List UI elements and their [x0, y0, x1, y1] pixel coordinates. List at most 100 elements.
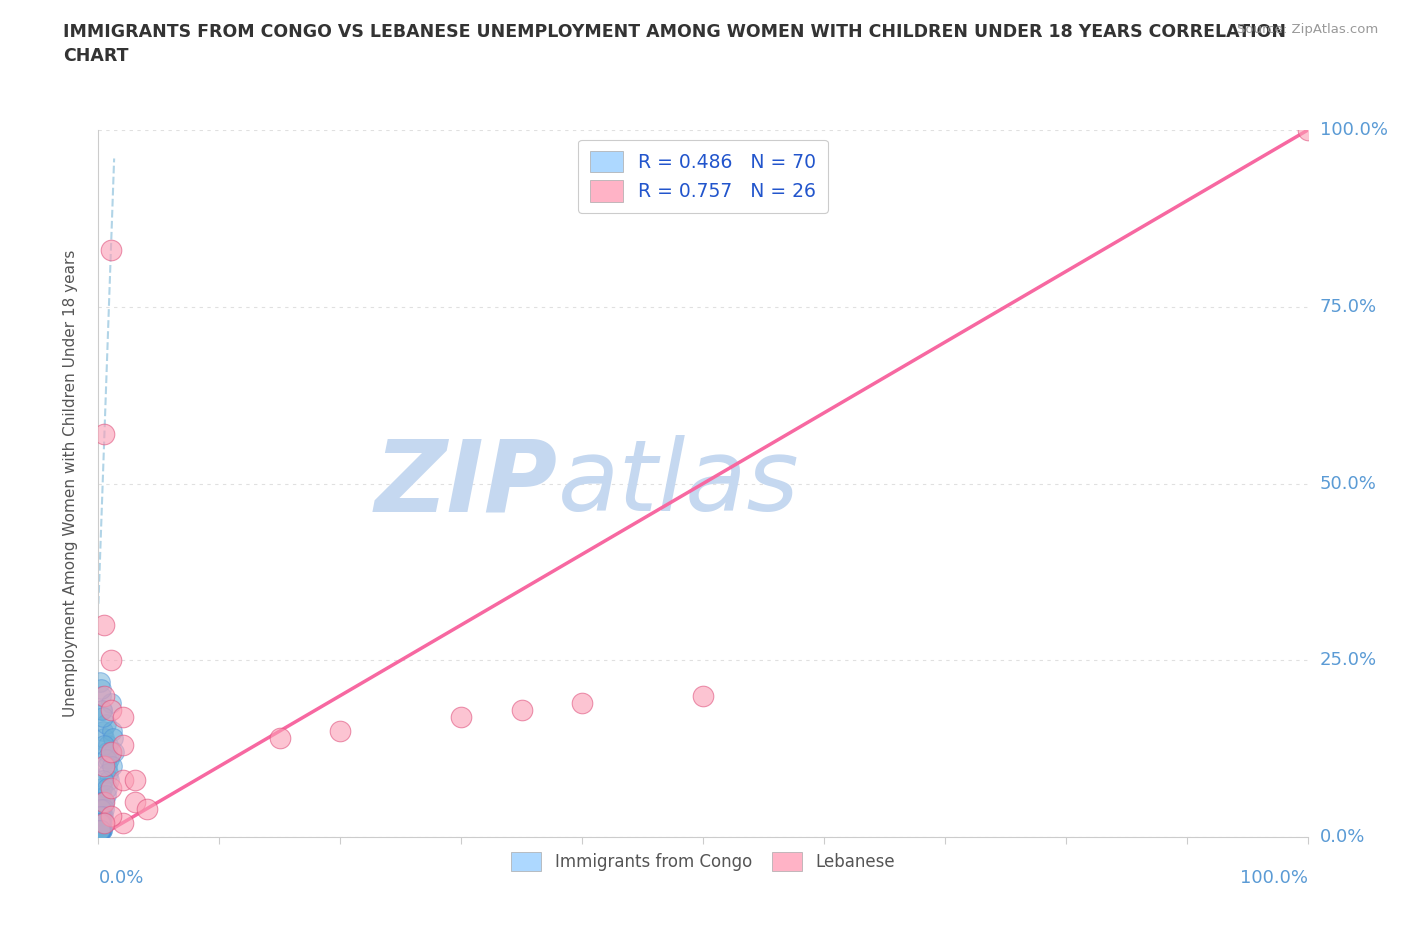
Point: [89, 822, 111, 837]
Point: [93, 794, 115, 809]
Point: [94, 751, 117, 766]
Point: [93, 688, 115, 703]
Point: [97, 766, 120, 781]
Point: [89, 822, 111, 837]
Point: [111, 710, 134, 724]
Point: [91, 802, 114, 817]
Point: [100, 780, 122, 795]
Point: [100, 724, 122, 738]
Point: [89, 816, 111, 830]
Text: Source: ZipAtlas.com: Source: ZipAtlas.com: [1237, 23, 1378, 36]
Point: [269, 731, 291, 746]
Point: [89, 808, 111, 823]
Point: [90, 794, 112, 809]
Point: [89, 822, 111, 837]
Text: IMMIGRANTS FROM CONGO VS LEBANESE UNEMPLOYMENT AMONG WOMEN WITH CHILDREN UNDER 1: IMMIGRANTS FROM CONGO VS LEBANESE UNEMPL…: [63, 23, 1286, 65]
Point: [510, 702, 533, 717]
Point: [90, 822, 112, 837]
Point: [89, 802, 111, 817]
Point: [90, 822, 112, 837]
Text: 100.0%: 100.0%: [1240, 869, 1308, 887]
Point: [89, 822, 111, 837]
Point: [91, 710, 114, 724]
Y-axis label: Unemployment Among Women with Children Under 18 years: Unemployment Among Women with Children U…: [63, 250, 77, 717]
Point: [89, 822, 111, 837]
Point: [692, 688, 714, 703]
Point: [90, 681, 112, 696]
Point: [91, 822, 114, 837]
Point: [100, 745, 122, 760]
Point: [89, 822, 111, 837]
Point: [93, 802, 115, 817]
Point: [1296, 123, 1319, 138]
Point: [90, 808, 112, 823]
Point: [571, 696, 593, 711]
Point: [89, 822, 111, 837]
Point: [93, 618, 115, 632]
Point: [89, 816, 111, 830]
Point: [91, 780, 114, 795]
Text: 0.0%: 0.0%: [98, 869, 143, 887]
Point: [91, 773, 114, 788]
Point: [93, 816, 115, 830]
Point: [89, 822, 111, 837]
Point: [103, 745, 125, 760]
Point: [91, 816, 114, 830]
Legend: Immigrants from Congo, Lebanese: Immigrants from Congo, Lebanese: [505, 845, 901, 878]
Point: [111, 816, 134, 830]
Point: [89, 822, 111, 837]
Point: [93, 427, 115, 442]
Point: [89, 822, 111, 837]
Point: [450, 710, 472, 724]
Point: [91, 702, 114, 717]
Point: [89, 822, 111, 837]
Point: [100, 808, 122, 823]
Point: [91, 702, 114, 717]
Point: [111, 773, 134, 788]
Point: [89, 674, 111, 689]
Text: atlas: atlas: [558, 435, 800, 532]
Point: [90, 816, 112, 830]
Point: [89, 822, 111, 837]
Point: [91, 822, 114, 837]
Point: [89, 822, 111, 837]
Point: [91, 794, 114, 809]
Point: [91, 724, 114, 738]
Point: [89, 822, 111, 837]
Point: [97, 737, 120, 752]
Point: [93, 731, 115, 746]
Text: 50.0%: 50.0%: [1320, 474, 1376, 493]
Point: [98, 751, 121, 766]
Point: [100, 702, 122, 717]
Point: [90, 816, 112, 830]
Point: [90, 822, 112, 837]
Point: [93, 737, 115, 752]
Point: [89, 794, 111, 809]
Point: [100, 759, 122, 774]
Point: [89, 822, 111, 837]
Point: [91, 808, 114, 823]
Text: ZIP: ZIP: [375, 435, 558, 532]
Text: 100.0%: 100.0%: [1320, 121, 1388, 140]
Point: [100, 745, 122, 760]
Point: [89, 816, 111, 830]
Point: [96, 759, 118, 774]
Point: [89, 822, 111, 837]
Point: [124, 794, 146, 809]
Point: [94, 787, 117, 802]
Text: 25.0%: 25.0%: [1320, 651, 1376, 670]
Point: [100, 653, 122, 668]
Point: [90, 688, 112, 703]
Point: [100, 243, 122, 258]
Point: [96, 780, 118, 795]
Point: [98, 773, 121, 788]
Point: [90, 802, 112, 817]
Point: [111, 737, 134, 752]
Point: [89, 816, 111, 830]
Text: 75.0%: 75.0%: [1320, 298, 1376, 316]
Point: [96, 745, 118, 760]
Point: [89, 816, 111, 830]
Point: [91, 808, 114, 823]
Text: 0.0%: 0.0%: [1320, 828, 1365, 846]
Point: [93, 759, 115, 774]
